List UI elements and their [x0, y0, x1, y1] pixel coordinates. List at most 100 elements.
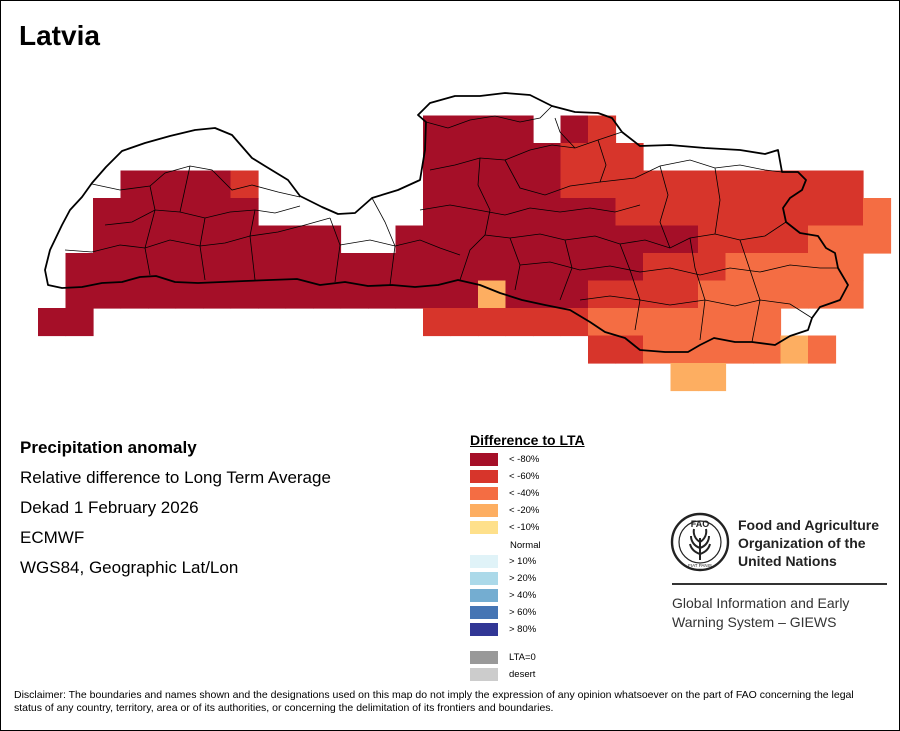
anomaly-cell [38, 308, 67, 337]
legend-label: > 10% [509, 555, 537, 567]
legend-swatch [470, 452, 498, 466]
anomaly-cell [505, 280, 534, 309]
legend-item: < -10% [470, 520, 539, 534]
anomaly-cell [395, 280, 424, 309]
anomaly-cell [285, 225, 314, 254]
anomaly-cell [643, 335, 672, 364]
anomaly-cell [285, 253, 314, 282]
anomaly-cell [670, 170, 699, 199]
anomaly-cell [505, 225, 534, 254]
anomaly-cell [670, 335, 699, 364]
legend-item: > 10% [470, 554, 536, 568]
anomaly-cell [93, 225, 122, 254]
anomaly-cell [615, 253, 644, 282]
anomaly-cell [808, 170, 837, 199]
anomaly-cell [643, 308, 672, 337]
anomaly-cell [258, 253, 287, 282]
anomaly-cell [670, 198, 699, 227]
anomaly-cell [423, 115, 452, 144]
anomaly-cell [835, 170, 864, 199]
anomaly-cell [148, 225, 177, 254]
legend-swatch [470, 667, 498, 681]
anomaly-cell [230, 170, 259, 199]
fao-organization-name: Food and Agriculture Organization of the… [738, 517, 880, 569]
anomaly-cell [533, 198, 562, 227]
anomaly-cell [120, 280, 149, 309]
anomaly-cell [505, 198, 534, 227]
anomaly-cell [863, 225, 892, 254]
anomaly-cell [478, 143, 507, 172]
anomaly-cell [423, 170, 452, 199]
country-boundary [44, 92, 849, 353]
fao-emblem-icon: FAO FIAT PANIS [670, 512, 730, 572]
anomaly-cell [725, 335, 754, 364]
anomaly-cell [395, 225, 424, 254]
anomaly-cell [450, 143, 479, 172]
anomaly-cell [670, 253, 699, 282]
anomaly-cell [643, 280, 672, 309]
anomaly-cell [230, 280, 259, 309]
anomaly-cell [505, 143, 534, 172]
anomaly-cell [615, 280, 644, 309]
anomaly-cell [588, 143, 617, 172]
legend-swatch [470, 605, 498, 619]
legend-swatch [470, 520, 498, 534]
anomaly-cell [588, 308, 617, 337]
anomaly-cell [120, 225, 149, 254]
anomaly-cell [808, 280, 837, 309]
anomaly-cell [258, 280, 287, 309]
legend-item: desert [470, 667, 535, 681]
anomaly-cell [395, 253, 424, 282]
anomaly-cell [780, 280, 809, 309]
anomaly-cell [560, 280, 589, 309]
anomaly-cell [148, 198, 177, 227]
anomaly-cell [505, 170, 534, 199]
anomaly-cell [478, 225, 507, 254]
map-period: Dekad 1 February 2026 [20, 498, 199, 517]
anomaly-cell [368, 253, 397, 282]
legend-label: < -60% [509, 470, 540, 482]
anomaly-cell [698, 225, 727, 254]
map-title: Precipitation anomaly [20, 438, 197, 457]
anomaly-map [38, 92, 892, 392]
anomaly-cell [533, 253, 562, 282]
map-projection: WGS84, Geographic Lat/Lon [20, 558, 239, 577]
anomaly-cell [533, 280, 562, 309]
legend-normal-label: Normal [510, 540, 541, 551]
anomaly-cell [230, 225, 259, 254]
anomaly-cell [643, 170, 672, 199]
anomaly-cell [313, 225, 342, 254]
anomaly-cell [615, 308, 644, 337]
anomaly-cell [808, 225, 837, 254]
anomaly-cell [65, 253, 94, 282]
anomaly-cell [175, 225, 204, 254]
anomaly-cell [340, 253, 369, 282]
anomaly-cell [643, 253, 672, 282]
anomaly-cell [120, 170, 149, 199]
anomaly-cell [423, 308, 452, 337]
map-source: ECMWF [20, 528, 85, 547]
anomaly-cell [588, 198, 617, 227]
anomaly-cell [423, 198, 452, 227]
anomaly-cell [148, 280, 177, 309]
anomaly-cell [505, 308, 534, 337]
legend-swatch [470, 622, 498, 636]
anomaly-cell [285, 280, 314, 309]
anomaly-cell [835, 198, 864, 227]
anomaly-cell [478, 253, 507, 282]
anomaly-cell [835, 280, 864, 309]
legend-swatch [470, 650, 498, 664]
fao-emblem-text: FAO [691, 519, 710, 529]
anomaly-cell [588, 335, 617, 364]
legend-item: > 80% [470, 622, 536, 636]
legend-label: < -40% [509, 487, 540, 499]
legend-label: > 80% [509, 623, 537, 635]
anomaly-cell [670, 225, 699, 254]
anomaly-cell [643, 198, 672, 227]
legend-item: > 60% [470, 605, 536, 619]
legend-item: LTA=0 [470, 650, 536, 664]
anomaly-cell [753, 335, 782, 364]
anomaly-cell [615, 143, 644, 172]
anomaly-cell [725, 308, 754, 337]
anomaly-cell [835, 225, 864, 254]
